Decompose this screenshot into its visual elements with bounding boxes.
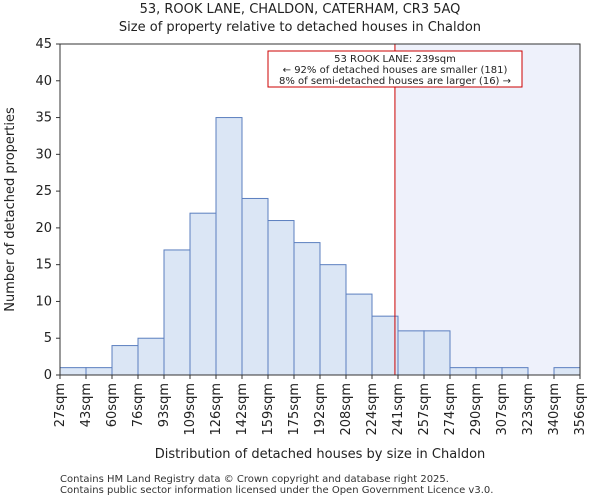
bar-290sqm xyxy=(475,367,503,376)
y-axis-label: Number of detached properties xyxy=(3,107,18,312)
x-tick-label: 43sqm xyxy=(79,383,94,427)
bar-93sqm xyxy=(163,249,191,376)
bar-126sqm xyxy=(215,117,243,376)
chart-title: 53, ROOK LANE, CHALDON, CATERHAM, CR3 5A… xyxy=(139,2,461,17)
bar-257sqm xyxy=(423,330,451,376)
bar-274sqm xyxy=(449,367,477,376)
annotation-line-2: ← 92% of detached houses are smaller (18… xyxy=(283,65,508,76)
footer-line-2: Contains public sector information licen… xyxy=(60,485,494,496)
x-tick-label: 109sqm xyxy=(183,383,198,436)
bar-60sqm xyxy=(111,345,139,376)
x-tick-label: 76sqm xyxy=(131,383,146,427)
bar-142sqm xyxy=(241,197,269,376)
bar-43sqm xyxy=(85,367,113,376)
bar-208sqm xyxy=(345,293,373,376)
x-tick-label: 192sqm xyxy=(313,383,328,436)
x-axis-label: Distribution of detached houses by size … xyxy=(155,447,486,462)
bar-27sqm xyxy=(59,367,87,376)
y-tick-label: 0 xyxy=(44,368,52,383)
x-tick-label: 290sqm xyxy=(469,383,484,436)
x-tick-label: 126sqm xyxy=(209,383,224,436)
x-tick-label: 274sqm xyxy=(443,383,458,436)
x-tick-label: 60sqm xyxy=(105,383,120,427)
footer-line-1: Contains HM Land Registry data © Crown c… xyxy=(60,474,449,485)
bar-224sqm xyxy=(371,315,399,376)
bars-group xyxy=(59,117,581,376)
y-tick-label: 40 xyxy=(35,74,52,89)
y-tick-label: 35 xyxy=(35,111,52,126)
bar-241sqm xyxy=(397,330,425,376)
highlight-region xyxy=(394,44,580,375)
y-tick-label: 20 xyxy=(35,221,52,236)
bar-175sqm xyxy=(293,242,321,376)
bar-76sqm xyxy=(137,337,165,376)
bar-307sqm xyxy=(501,367,529,376)
annotation-box: 53 ROOK LANE: 239sqm ← 92% of detached h… xyxy=(267,50,523,88)
x-tick-label: 224sqm xyxy=(365,383,380,436)
y-tick-label: 15 xyxy=(35,258,52,273)
annotation-frame xyxy=(267,50,523,88)
x-tick-label: 208sqm xyxy=(339,383,354,436)
y-tick-label: 25 xyxy=(35,184,52,199)
x-tick-label: 307sqm xyxy=(495,383,510,436)
annotation-line-3: 8% of semi-detached houses are larger (1… xyxy=(279,76,511,87)
bar-109sqm xyxy=(189,212,217,376)
x-tick-label: 175sqm xyxy=(287,383,302,436)
y-tick-label: 45 xyxy=(35,37,52,52)
x-tick-label: 356sqm xyxy=(573,383,588,436)
y-ticks: 0 5 10 15 20 25 30 35 40 45 xyxy=(35,37,60,383)
y-tick-label: 30 xyxy=(35,147,52,162)
x-tick-label: 323sqm xyxy=(521,383,536,436)
y-tick-label: 10 xyxy=(35,294,52,309)
x-tick-label: 241sqm xyxy=(391,383,406,436)
bar-192sqm xyxy=(319,264,347,376)
annotation-line-1: 53 ROOK LANE: 239sqm xyxy=(334,54,456,65)
x-tick-label: 27sqm xyxy=(53,383,68,427)
x-tick-label: 142sqm xyxy=(235,383,250,436)
bar-159sqm xyxy=(267,220,295,376)
x-ticks: 27sqm 43sqm 60sqm 76sqm 93sqm 109sqm 126sqm 142… xyxy=(53,375,588,436)
y-tick-label: 5 xyxy=(44,331,52,346)
x-tick-label: 340sqm xyxy=(547,383,562,436)
x-tick-label: 257sqm xyxy=(417,383,432,436)
x-tick-label: 159sqm xyxy=(261,383,276,436)
chart-subtitle: Size of property relative to detached ho… xyxy=(118,20,482,35)
x-tick-label: 93sqm xyxy=(157,383,172,427)
bar-340sqm xyxy=(553,367,581,376)
